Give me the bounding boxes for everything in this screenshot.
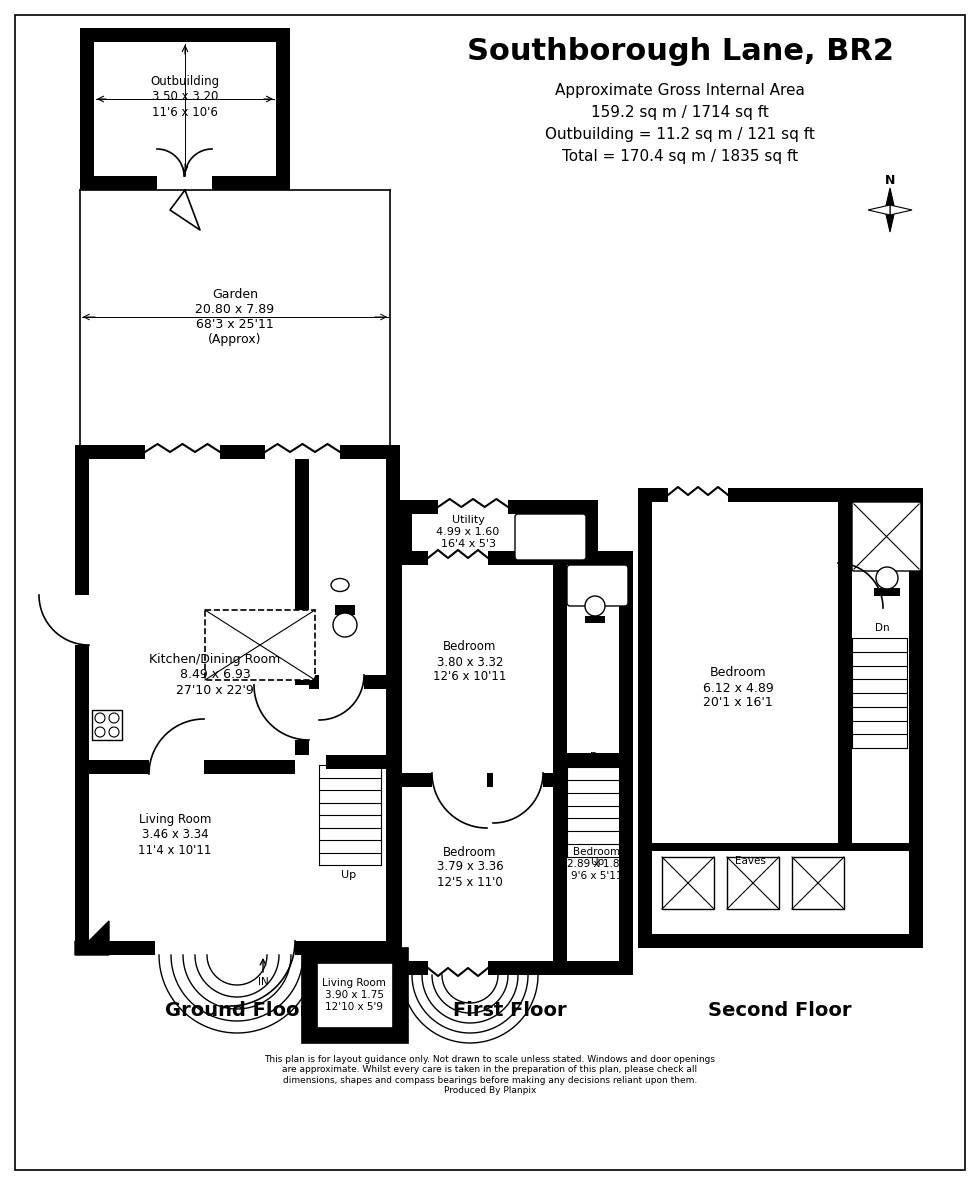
Polygon shape xyxy=(890,205,912,215)
Text: Up: Up xyxy=(590,857,604,867)
Circle shape xyxy=(109,713,119,723)
Bar xyxy=(92,710,122,740)
Polygon shape xyxy=(885,188,895,210)
Ellipse shape xyxy=(331,579,349,591)
Text: Up: Up xyxy=(341,870,357,880)
FancyBboxPatch shape xyxy=(852,502,921,571)
Text: Utility
4.99 x 1.60
16'4 x 5'3: Utility 4.99 x 1.60 16'4 x 5'3 xyxy=(436,515,500,548)
Bar xyxy=(652,843,909,851)
Bar xyxy=(398,551,598,565)
Text: Dn: Dn xyxy=(590,751,605,762)
Bar xyxy=(638,487,923,502)
FancyBboxPatch shape xyxy=(515,514,586,560)
Bar xyxy=(80,176,157,190)
Polygon shape xyxy=(885,210,895,232)
Text: Bedroom
3.80 x 3.32
12'6 x 10'11: Bedroom 3.80 x 3.32 12'6 x 10'11 xyxy=(433,641,507,684)
Text: Outbuilding
3.50 x 3.20
11'6 x 10'6: Outbuilding 3.50 x 3.20 11'6 x 10'6 xyxy=(151,75,220,119)
Bar xyxy=(585,616,605,623)
Text: N: N xyxy=(885,174,895,187)
Circle shape xyxy=(876,567,898,589)
Bar xyxy=(567,753,633,767)
Text: First Floor: First Floor xyxy=(453,1000,566,1019)
Text: Bedroom
6.12 x 4.89
20'1 x 16'1: Bedroom 6.12 x 4.89 20'1 x 16'1 xyxy=(703,667,773,710)
Text: Bedroom
3.79 x 3.36
12'5 x 11'0: Bedroom 3.79 x 3.36 12'5 x 11'0 xyxy=(437,845,504,888)
Bar xyxy=(326,755,386,769)
Circle shape xyxy=(585,596,605,616)
Bar xyxy=(838,487,852,843)
Text: Dn: Dn xyxy=(875,623,889,633)
Bar xyxy=(398,501,412,565)
Bar xyxy=(80,29,94,190)
Bar xyxy=(319,675,364,688)
Polygon shape xyxy=(868,205,890,215)
Bar xyxy=(638,935,923,948)
Bar xyxy=(155,940,295,955)
Circle shape xyxy=(95,726,105,737)
Bar xyxy=(75,940,400,955)
Bar xyxy=(792,857,844,910)
Bar xyxy=(909,487,923,948)
Bar xyxy=(584,501,598,565)
Text: IN: IN xyxy=(258,977,269,987)
Bar xyxy=(230,940,295,955)
Circle shape xyxy=(95,713,105,723)
Bar xyxy=(309,675,386,688)
Bar xyxy=(295,685,309,740)
Bar xyxy=(428,961,488,975)
Bar xyxy=(668,487,728,502)
FancyBboxPatch shape xyxy=(567,565,628,606)
Bar xyxy=(80,29,290,42)
Bar xyxy=(402,773,553,787)
Bar xyxy=(335,605,355,615)
Bar xyxy=(212,176,290,190)
Text: Approximate Gross Internal Area: Approximate Gross Internal Area xyxy=(555,82,805,97)
Text: Living Room
3.46 x 3.34
11'4 x 10'11: Living Room 3.46 x 3.34 11'4 x 10'11 xyxy=(138,813,212,856)
Bar xyxy=(662,857,714,910)
Bar xyxy=(388,551,633,565)
Bar xyxy=(874,589,900,596)
Bar xyxy=(145,445,220,459)
Bar xyxy=(75,445,400,459)
Text: Garden
20.80 x 7.89
68'3 x 25'11
(Approx): Garden 20.80 x 7.89 68'3 x 25'11 (Approx… xyxy=(195,288,274,346)
Text: Southborough Lane, BR2: Southborough Lane, BR2 xyxy=(466,38,894,67)
Bar xyxy=(619,551,633,975)
Bar xyxy=(276,29,290,190)
Bar xyxy=(295,459,309,755)
Polygon shape xyxy=(75,921,109,955)
Text: Eaves: Eaves xyxy=(735,856,765,866)
Bar xyxy=(638,487,652,948)
Text: 159.2 sq m / 1714 sq ft: 159.2 sq m / 1714 sq ft xyxy=(591,105,769,120)
Text: Outbuilding = 11.2 sq m / 121 sq ft: Outbuilding = 11.2 sq m / 121 sq ft xyxy=(545,126,815,141)
Bar xyxy=(149,760,204,774)
Circle shape xyxy=(109,726,119,737)
Bar xyxy=(438,501,508,514)
Bar xyxy=(388,961,633,975)
Circle shape xyxy=(333,614,357,637)
Bar xyxy=(75,594,89,644)
Text: Living Room
3.90 x 1.75
12'10 x 5'9: Living Room 3.90 x 1.75 12'10 x 5'9 xyxy=(322,979,386,1012)
Bar xyxy=(493,773,543,787)
Bar xyxy=(553,551,567,975)
Text: Ground Floor: Ground Floor xyxy=(165,1000,309,1019)
Bar xyxy=(205,610,315,680)
Bar xyxy=(89,760,295,774)
Text: Second Floor: Second Floor xyxy=(709,1000,852,1019)
Bar xyxy=(727,857,779,910)
Bar xyxy=(432,773,487,787)
Bar xyxy=(309,955,400,1034)
Text: Total = 170.4 sq m / 1835 sq ft: Total = 170.4 sq m / 1835 sq ft xyxy=(562,149,798,164)
Bar xyxy=(386,445,400,955)
Bar xyxy=(428,551,488,565)
Text: Bedroom
2.89 x 1.81
9'6 x 5'11: Bedroom 2.89 x 1.81 9'6 x 5'11 xyxy=(567,848,626,881)
Text: This plan is for layout guidance only. Not drawn to scale unless stated. Windows: This plan is for layout guidance only. N… xyxy=(265,1055,715,1095)
Bar xyxy=(265,445,340,459)
Text: Kitchen/Dining Room
8.49 x 6.93
27'10 x 22'9: Kitchen/Dining Room 8.49 x 6.93 27'10 x … xyxy=(149,654,280,697)
Bar xyxy=(75,445,89,955)
Bar xyxy=(388,551,402,975)
Bar xyxy=(398,501,598,514)
